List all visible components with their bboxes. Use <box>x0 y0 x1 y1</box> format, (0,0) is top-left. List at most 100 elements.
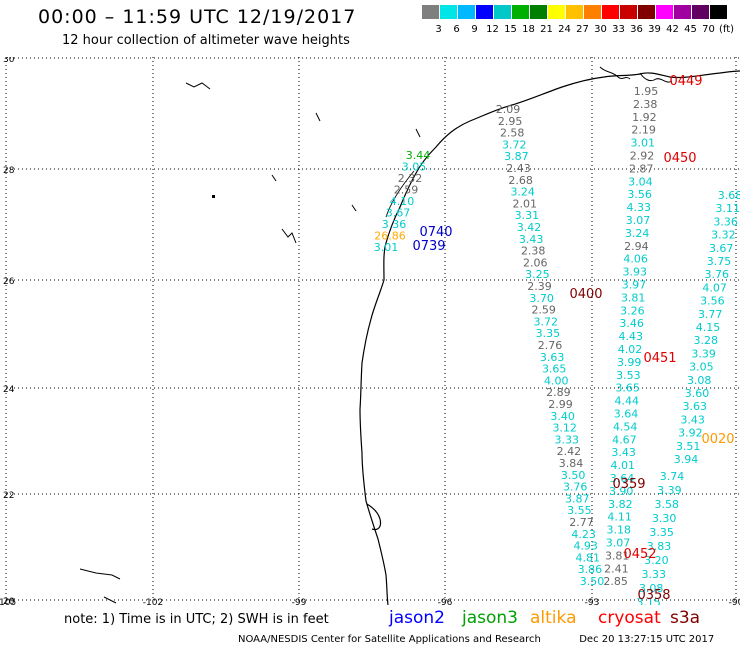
wave-height-value: 3.30 <box>652 512 677 525</box>
wave-height-value: 3.50 <box>580 575 605 588</box>
latitude-tick-label: 28 <box>3 166 15 176</box>
scale-label: 36 <box>630 24 643 35</box>
wave-height-value: 3.81 <box>621 291 646 304</box>
wave-height-value: 4.01 <box>611 459 636 472</box>
wave-height-value: 3.24 <box>510 186 535 199</box>
scale-swatch <box>638 5 655 19</box>
scale-swatch <box>476 5 493 19</box>
wave-height-value: 3.67 <box>386 207 411 220</box>
wave-height-value: 4.02 <box>618 343 643 356</box>
wave-height-value: 3.86 <box>578 563 603 576</box>
scale-label: 39 <box>648 24 661 35</box>
wave-height-value: 3.35 <box>649 526 674 539</box>
wave-height-value: 3.76 <box>705 268 730 281</box>
wave-height-value: 3.24 <box>625 227 650 240</box>
pass-time-label: 0020 <box>701 432 734 447</box>
scale-swatch <box>440 5 457 19</box>
wave-height-value: 2.06 <box>523 256 548 269</box>
wave-height-value: 3.77 <box>698 308 723 321</box>
wave-height-value: 4.54 <box>613 420 638 433</box>
longitude-tick-label: -99 <box>292 598 307 605</box>
longitude-tick-label: -105 <box>0 598 16 605</box>
scale-label: 45 <box>684 24 697 35</box>
wave-height-value: 3.68 <box>718 189 740 202</box>
wave-height-value: 3.63 <box>683 400 708 413</box>
wave-height-value: 3.18 <box>607 524 632 537</box>
wave-height-value: 4.07 <box>702 281 727 294</box>
wave-height-value: 4.10 <box>390 195 415 208</box>
wave-height-value: 3.07 <box>606 537 631 550</box>
wave-height-value: 3.65 <box>615 382 640 395</box>
map-subtitle: 12 hour collection of altimeter wave hei… <box>62 33 350 48</box>
scale-label: 33 <box>612 24 625 35</box>
scale-label: 3 <box>435 24 442 35</box>
longitude-tick-label: -96 <box>438 598 453 605</box>
footer-credit: NOAA/NESDIS Center for Satellite Applica… <box>238 634 714 645</box>
wave-height-value: 3.46 <box>619 317 644 330</box>
wave-height-value: 3.76 <box>563 481 588 494</box>
wave-height-value: 3.56 <box>700 295 725 308</box>
longitude-tick-label: -93 <box>585 598 600 605</box>
wave-height-value: 3.15 <box>636 596 661 605</box>
pass-time-label: 0359 <box>612 477 645 492</box>
latitude-tick-label: 24 <box>3 385 15 395</box>
wave-height-value: 4.15 <box>696 321 721 334</box>
wave-height-value: 2.68 <box>508 174 533 187</box>
wave-height-value: 4.43 <box>619 330 644 343</box>
wave-height-value: 2.76 <box>538 339 563 352</box>
map-title: 00:00 – 11:59 UTC 12/19/2017 <box>38 6 357 28</box>
wave-height-value: 3.39 <box>657 484 682 497</box>
wave-height-value: 3.58 <box>655 498 680 511</box>
pass-time-label: 0450 <box>663 151 696 166</box>
wave-height-value: 3.97 <box>622 279 647 292</box>
wave-height-value: 3.05 <box>689 361 714 374</box>
wave-height-value: 3.36 <box>382 218 407 231</box>
wave-height-value: 3.55 <box>567 504 592 517</box>
wave-height-value: 2.19 <box>631 124 656 137</box>
wave-height-value: 2.01 <box>513 197 538 210</box>
wave-height-value: 3.50 <box>561 469 586 482</box>
wave-height-value: 3.04 <box>628 175 653 188</box>
wave-height-value: 3.72 <box>534 315 559 328</box>
wave-height-value: 3.05 <box>402 161 427 174</box>
wave-height-value: 3.93 <box>623 266 648 279</box>
wave-height-value: 3.60 <box>685 387 710 400</box>
wave-height-value: 2.38 <box>633 98 658 111</box>
latitude-tick-label: 30 <box>3 57 15 65</box>
scale-label: 30 <box>594 24 607 35</box>
wave-height-value: 2.09 <box>496 103 521 116</box>
wave-height-value: 2.87 <box>629 162 654 175</box>
wave-height-value: 4.23 <box>571 528 596 541</box>
scale-swatch <box>584 5 601 19</box>
wave-height-value: 2.43 <box>506 162 531 175</box>
timestamp-text: Dec 20 13:27:15 UTC 2017 <box>579 634 715 645</box>
scale-label: 42 <box>666 24 679 35</box>
legend-item: cryosat <box>598 608 661 628</box>
scale-swatch <box>656 5 673 19</box>
wave-height-value: 4.11 <box>607 511 632 524</box>
wave-height-value: 2.39 <box>527 280 552 293</box>
wave-height-value: 4.06 <box>623 253 648 266</box>
altimeter-tracks: 3.443.052.322.594.103.673.3626.863.012.0… <box>374 85 740 605</box>
wave-height-value: 3.43 <box>680 413 705 426</box>
legend-item: jason3 <box>462 608 518 628</box>
longitude-tick-label: -102 <box>143 598 163 605</box>
scale-swatch <box>494 5 511 19</box>
wave-height-value: 3.43 <box>611 446 636 459</box>
wave-height-value: 2.59 <box>394 184 419 197</box>
latitude-tick-label: 20 <box>3 597 15 605</box>
scale-swatch <box>566 5 583 19</box>
wave-height-value: 3.51 <box>676 440 701 453</box>
wave-height-value: 2.58 <box>500 127 525 140</box>
wave-height-color-scale: 3 6 9 12 15 18 21 24 27 30 33 36 39 42 45 70 (ft) <box>422 5 734 39</box>
wave-height-value: 2.42 <box>557 445 582 458</box>
pass-time-label: 0452 <box>623 547 656 562</box>
wave-height-value: 3.64 <box>610 472 635 485</box>
legend-item: jason2 <box>389 608 445 628</box>
legend-item: altika <box>530 608 577 628</box>
longitude-tick-label: -90 <box>729 598 740 605</box>
wave-height-value: 3.08 <box>639 582 664 595</box>
scale-swatch <box>458 5 475 19</box>
wave-height-value: 3.31 <box>515 209 540 222</box>
